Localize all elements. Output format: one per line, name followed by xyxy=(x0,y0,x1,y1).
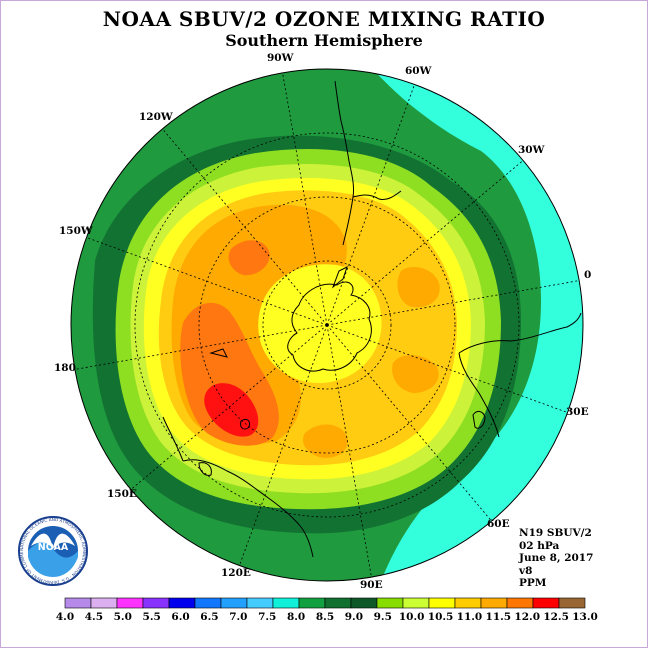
colorbar: 4.0 4.5 5.0 5.5 6.0 6.5 7.0 7.5 8.0 8.5 9.0 9.5 10.0… xyxy=(56,597,598,623)
longitude-label-150e: 150E xyxy=(107,488,137,500)
coastlines xyxy=(162,80,582,558)
contour-12-5 xyxy=(204,383,259,437)
info-level: 02 hPa xyxy=(519,539,560,552)
colorbar-swatch xyxy=(428,597,456,609)
colorbar-tick-label: 9.5 xyxy=(374,611,392,623)
longitude-label-150w: 150W xyxy=(59,225,93,237)
latitude-circle xyxy=(198,196,456,454)
info-version: v8 xyxy=(519,564,533,577)
longitude-label-30e: 30E xyxy=(566,406,589,418)
meridian-line xyxy=(162,128,328,326)
colorbar-tick-label: 8.5 xyxy=(316,611,334,623)
longitude-label-180: 180 xyxy=(54,362,76,374)
longitude-label-120e: 120E xyxy=(221,567,251,579)
colorbar-tick-label: 5.5 xyxy=(143,611,161,623)
colorbar-tick-label: 9.0 xyxy=(345,611,363,623)
map-info: N19 SBUV/2 02 hPa June 8, 2017 v8 PPM xyxy=(519,527,593,590)
colorbar-swatch xyxy=(116,597,144,609)
colorbar-swatch xyxy=(194,597,222,609)
meridian-line xyxy=(130,324,328,490)
colorbar-tick-label: 8.0 xyxy=(287,611,305,623)
longitude-label-120w: 120W xyxy=(139,111,173,123)
latitude-circle xyxy=(134,132,520,518)
meridian-line xyxy=(326,324,492,522)
ozone-contours xyxy=(71,69,583,581)
colorbar-tick-label: 5.0 xyxy=(114,611,132,623)
meridian-line xyxy=(326,324,568,413)
meridian-line xyxy=(326,280,580,326)
colorbar-swatch xyxy=(246,597,274,609)
contour-11-5 xyxy=(302,424,348,458)
meridian-line xyxy=(326,324,372,578)
info-satellite: N19 SBUV/2 xyxy=(519,527,592,539)
colorbar-swatch xyxy=(220,597,248,609)
info-units: PPM xyxy=(519,577,547,589)
colorbar-tick-label: 4.0 xyxy=(56,611,74,623)
longitude-label-90e: 90E xyxy=(360,579,383,591)
colorbar-swatch xyxy=(142,597,170,609)
map-title: NOAA SBUV/2 OZONE MIXING RATIO xyxy=(102,7,546,31)
map-subtitle: Southern Hemisphere xyxy=(225,31,423,50)
contour-11-5 xyxy=(392,355,439,393)
colorbar-swatch xyxy=(90,597,118,609)
colorbar-tick-label: 6.5 xyxy=(200,611,218,623)
colorbar-tick-label: 11.0 xyxy=(457,611,483,623)
colorbar-swatch xyxy=(272,597,300,609)
contour-12-0 xyxy=(228,240,270,276)
colorbar-tick-label: 10.5 xyxy=(428,611,454,623)
colorbar-tick-label: 13.0 xyxy=(572,611,598,623)
colorbar-tick-label: 7.5 xyxy=(258,611,276,623)
colorbar-tick-label: 7.0 xyxy=(229,611,247,623)
colorbar-swatch xyxy=(532,597,560,609)
colorbar-tick-label: 12.5 xyxy=(543,611,569,623)
pole-marker xyxy=(325,323,329,327)
meridian-line xyxy=(326,84,415,326)
colorbar-tick-label: 12.0 xyxy=(514,611,540,623)
colorbar-swatch xyxy=(350,597,378,609)
colorbar-tick-label: 6.0 xyxy=(171,611,189,623)
colorbar-swatch xyxy=(480,597,508,609)
contour-10-0-polar xyxy=(292,295,351,354)
colorbar-swatch xyxy=(402,597,430,609)
colorbar-swatch xyxy=(376,597,404,609)
latitude-circle xyxy=(262,260,392,390)
longitude-label-60w: 60W xyxy=(405,65,432,77)
colorbar-swatch xyxy=(506,597,534,609)
colorbar-swatch xyxy=(454,597,482,609)
colorbar-swatch xyxy=(168,597,196,609)
meridian-line xyxy=(282,72,328,326)
longitude-label-0: 0 xyxy=(584,269,591,281)
meridian-line xyxy=(239,324,328,566)
graticule xyxy=(74,72,580,578)
map-border xyxy=(70,68,584,582)
logo-text: NOAA xyxy=(38,542,69,553)
colorbar-tick-label: 11.5 xyxy=(486,611,512,623)
meridian-line xyxy=(326,160,524,326)
colorbar-swatch xyxy=(324,597,352,609)
meridian-line xyxy=(86,237,328,326)
longitude-label-60e: 60E xyxy=(487,518,510,530)
colorbar-tick-label: 4.5 xyxy=(85,611,103,623)
info-date: June 8, 2017 xyxy=(519,552,594,564)
longitude-label-30w: 30W xyxy=(518,144,545,156)
contour-11-5 xyxy=(397,267,440,308)
meridian-line xyxy=(74,324,328,370)
colorbar-swatch xyxy=(558,597,586,609)
colorbar-swatch xyxy=(64,597,92,609)
longitude-labels: 90W 60W 30W 0 30E 60E 90E 120E 150E 180 … xyxy=(54,52,591,591)
colorbar-tick-label: 10.0 xyxy=(399,611,425,623)
longitude-label-90w: 90W xyxy=(267,52,294,64)
colorbar-swatch xyxy=(298,597,326,609)
